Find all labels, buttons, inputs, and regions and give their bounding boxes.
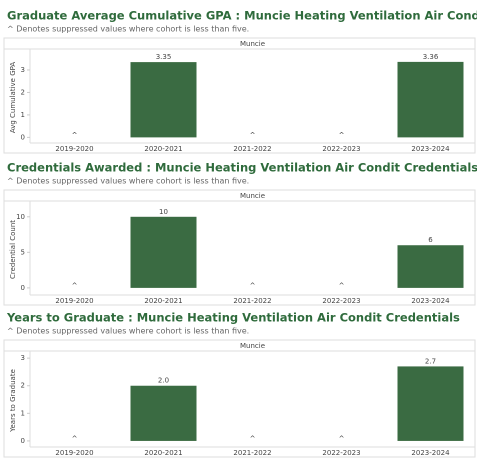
panel — [3, 189, 476, 306]
y-tick-label: 3 — [21, 354, 25, 362]
chart-title: Graduate Average Cumulative GPA : Muncie… — [7, 9, 477, 23]
x-tick-label: 2019-2020 — [55, 297, 93, 305]
y-tick-label: 2 — [21, 382, 25, 390]
value-label: 2.7 — [425, 357, 436, 365]
y-tick-label: 2 — [21, 88, 25, 96]
bar — [130, 62, 197, 138]
y-tick-label: 3 — [21, 66, 25, 74]
y-axis-label: Years to Graduate — [9, 369, 17, 433]
x-tick-label: 2022-2023 — [322, 449, 360, 457]
x-tick-label: 2021-2022 — [233, 297, 271, 305]
x-tick-label: 2022-2023 — [322, 297, 360, 305]
panel-header: Muncie — [240, 342, 265, 350]
y-tick-label: 5 — [21, 248, 25, 256]
suppressed-label: ^ — [250, 282, 256, 290]
y-axis-label: Credential Count — [9, 220, 17, 279]
value-label: 10 — [159, 208, 168, 216]
x-tick-label: 2019-2020 — [55, 145, 93, 153]
suppressed-label: ^ — [72, 282, 78, 290]
chart-title: Years to Graduate : Muncie Heating Venti… — [6, 311, 460, 325]
y-axis-label: Avg Cumulative GPA — [9, 62, 17, 134]
value-label: 3.35 — [156, 53, 172, 61]
x-tick-label: 2020-2021 — [144, 449, 182, 457]
y-tick-label: 1 — [21, 409, 25, 417]
bar — [397, 61, 464, 138]
bar — [130, 385, 197, 441]
y-tick-label: 1 — [21, 111, 25, 119]
y-tick-label: 0 — [21, 133, 25, 141]
suppressed-label: ^ — [339, 282, 345, 290]
y-tick-label: 0 — [21, 284, 25, 292]
bar — [130, 216, 197, 288]
x-tick-label: 2022-2023 — [322, 145, 360, 153]
chart-subtitle: ^ Denotes suppressed values where cohort… — [7, 327, 249, 336]
panel-header: Muncie — [240, 40, 265, 48]
value-label: 6 — [428, 236, 433, 244]
x-tick-label: 2021-2022 — [233, 449, 271, 457]
x-tick-label: 2021-2022 — [233, 145, 271, 153]
panel — [3, 339, 476, 458]
y-tick-label: 0 — [21, 437, 25, 445]
suppressed-label: ^ — [339, 435, 345, 443]
bar — [397, 366, 464, 441]
x-tick-label: 2020-2021 — [144, 145, 182, 153]
x-tick-label: 2023-2024 — [411, 145, 450, 153]
panel-header: Muncie — [240, 192, 265, 200]
suppressed-label: ^ — [339, 131, 345, 139]
value-label: 2.0 — [158, 377, 169, 385]
chart-subtitle: ^ Denotes suppressed values where cohort… — [7, 177, 249, 186]
x-tick-label: 2020-2021 — [144, 297, 182, 305]
chart-subtitle: ^ Denotes suppressed values where cohort… — [7, 25, 249, 34]
x-tick-label: 2023-2024 — [411, 297, 450, 305]
x-tick-label: 2019-2020 — [55, 449, 93, 457]
panel — [3, 37, 476, 154]
chart-title: Credentials Awarded : Muncie Heating Ven… — [7, 161, 477, 175]
suppressed-label: ^ — [250, 131, 256, 139]
value-label: 3.36 — [423, 53, 439, 61]
suppressed-label: ^ — [250, 435, 256, 443]
x-tick-label: 2023-2024 — [411, 449, 450, 457]
bar — [397, 245, 464, 288]
y-tick-label: 10 — [16, 213, 25, 221]
suppressed-label: ^ — [72, 435, 78, 443]
suppressed-label: ^ — [72, 131, 78, 139]
